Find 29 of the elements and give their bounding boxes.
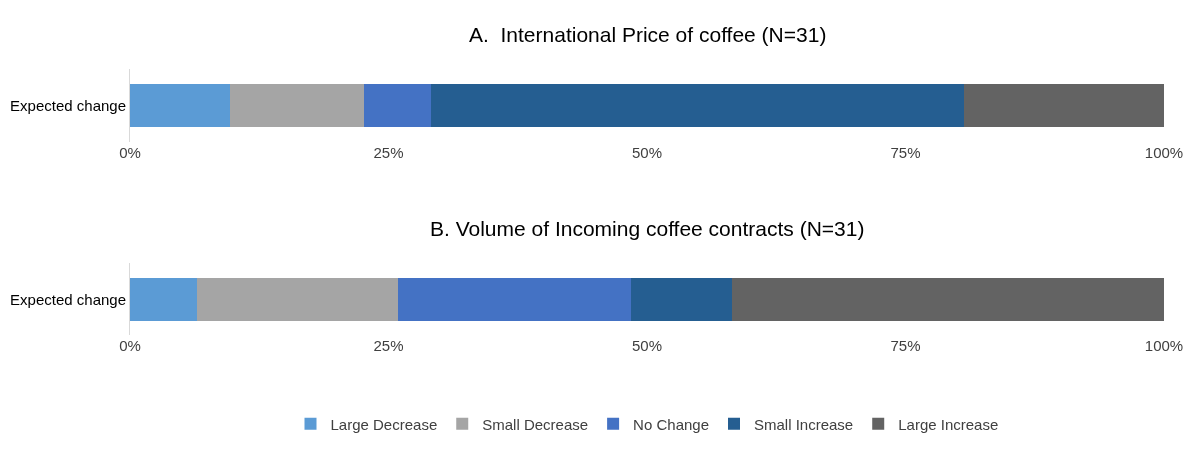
- bar: [130, 83, 231, 128]
- chart-title: A. International Price of coffee (N=31): [469, 23, 827, 46]
- bar: [964, 83, 1164, 128]
- x-tick-label: 75%: [890, 143, 921, 161]
- legend-label: No Change: [633, 415, 709, 433]
- x-tick-label: 100%: [1144, 337, 1184, 355]
- bar: [397, 277, 632, 321]
- bar: [197, 277, 398, 321]
- bar: [230, 83, 364, 128]
- x-tick-label: 75%: [890, 337, 921, 355]
- x-tick-label: 0%: [119, 143, 141, 161]
- legend-label: Small Increase: [754, 415, 854, 433]
- x-tick-label: 50%: [631, 337, 663, 355]
- x-tick-label: 100%: [1144, 143, 1184, 161]
- chart-title: B. Volume of Incoming coffee contracts (N=31): [430, 217, 865, 240]
- legend-label: Large Increase: [898, 415, 999, 433]
- x-tick-label: 0%: [119, 337, 141, 355]
- legend-label: Small Decrease: [482, 415, 589, 433]
- x-tick-label: 25%: [373, 143, 404, 161]
- legend-label: Large Decrease: [330, 415, 438, 433]
- y-tick-label: Expected change: [10, 290, 126, 308]
- y-tick-label: Expected change: [10, 96, 126, 114]
- bar: [731, 277, 1164, 321]
- x-tick-label: 25%: [373, 337, 404, 355]
- bar: [363, 83, 431, 128]
- x-tick-label: 50%: [631, 143, 663, 161]
- bar: [631, 277, 732, 321]
- bar: [430, 83, 965, 128]
- bar: [130, 277, 198, 321]
